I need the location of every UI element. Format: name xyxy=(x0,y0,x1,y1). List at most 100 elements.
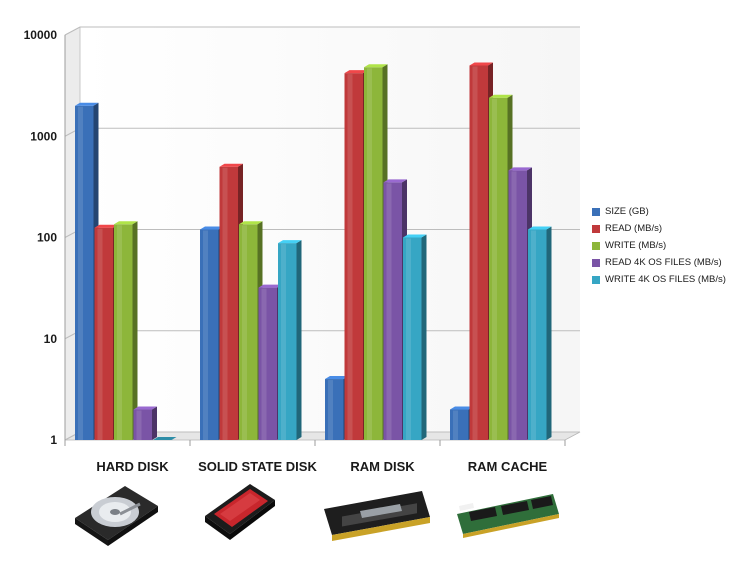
legend-label: SIZE (GB) xyxy=(605,206,649,217)
legend-item: READ (MB/s) xyxy=(592,220,726,237)
bar-top xyxy=(469,62,493,66)
bar-top xyxy=(258,284,282,288)
bar-highlight xyxy=(261,288,267,440)
category-labels: HARD DISK SOLID STATE DISK RAM DISK RAM CAC… xyxy=(64,440,566,474)
legend-swatch xyxy=(592,224,600,233)
bar xyxy=(114,221,138,440)
bars xyxy=(75,62,552,441)
legend-label: READ 4K OS FILES (MB/s) xyxy=(605,257,722,268)
bar-top xyxy=(75,102,99,106)
bar-front xyxy=(278,243,297,440)
bar-top xyxy=(114,221,138,225)
bar-side xyxy=(296,240,302,440)
bar-highlight xyxy=(281,244,286,440)
bar-side xyxy=(546,226,552,440)
bar-top xyxy=(528,226,552,230)
x-tick-label: SOLID STATE DISK xyxy=(198,459,317,474)
bar-front xyxy=(75,105,94,440)
bar-top xyxy=(133,406,157,410)
bar-front xyxy=(94,227,113,440)
gridline xyxy=(64,26,580,36)
ram-module-photo xyxy=(457,494,559,538)
y-tick-label: 10 xyxy=(44,332,58,346)
legend-label: WRITE (MB/s) xyxy=(605,240,667,251)
bar-front xyxy=(258,287,277,440)
bar xyxy=(528,226,552,440)
bar-highlight xyxy=(97,228,103,440)
bar-top xyxy=(200,226,224,230)
bar-front xyxy=(364,67,383,440)
legend: SIZE (GB) READ (MB/s) WRITE (MB/s) READ 4K … xyxy=(592,203,726,288)
bar-front xyxy=(325,379,344,440)
bar-highlight xyxy=(367,68,372,440)
bar-front xyxy=(239,224,258,440)
bar-front xyxy=(114,224,133,440)
y-tick-label: 1 xyxy=(50,433,57,447)
bar xyxy=(133,406,157,440)
ram-module-heatsink-photo xyxy=(324,491,430,541)
x-tick-label: RAM CACHE xyxy=(468,459,548,474)
bar-highlight xyxy=(511,171,517,441)
bar-top xyxy=(403,234,427,238)
bar-front xyxy=(528,229,547,440)
x-tick-label: RAM DISK xyxy=(350,459,415,474)
bar xyxy=(278,240,302,440)
bar-highlight xyxy=(136,410,142,440)
bar-highlight xyxy=(347,74,353,441)
bar-flat xyxy=(153,437,177,440)
bar-top xyxy=(325,376,349,380)
legend-label: READ (MB/s) xyxy=(605,223,662,234)
bar-front xyxy=(219,166,238,440)
y-tick-label: 100 xyxy=(37,231,57,245)
bar-top xyxy=(219,163,243,167)
bar-top xyxy=(383,179,407,183)
bar-side xyxy=(152,406,157,440)
y-axis: 10000 1000 100 10 1 xyxy=(24,28,66,447)
bar-highlight xyxy=(203,230,208,440)
bar-front xyxy=(489,97,508,441)
bar-front xyxy=(383,182,402,440)
bar-front xyxy=(469,65,488,441)
hard-disk-drive-photo xyxy=(75,486,158,546)
legend-swatch xyxy=(592,258,600,267)
ssd-photo xyxy=(205,484,275,540)
bar-highlight xyxy=(472,66,478,441)
bar-top xyxy=(239,221,263,225)
bar-side xyxy=(421,234,427,440)
bar-top xyxy=(450,406,474,410)
x-tick-label: HARD DISK xyxy=(96,459,169,474)
bar-top xyxy=(344,70,368,74)
bar-highlight xyxy=(406,238,411,440)
bar-front xyxy=(344,73,363,441)
bar-top xyxy=(508,167,532,171)
legend-label: WRITE 4K OS FILES (MB/s) xyxy=(605,274,726,285)
bar-top xyxy=(489,94,513,98)
bar xyxy=(403,234,427,440)
bar-front xyxy=(133,409,152,440)
bar-front xyxy=(508,170,527,441)
legend-item: WRITE (MB/s) xyxy=(592,237,726,254)
legend-swatch xyxy=(592,207,600,216)
bar-top xyxy=(364,64,388,68)
legend-item: SIZE (GB) xyxy=(592,203,726,220)
bar-highlight xyxy=(242,225,247,440)
legend-item: WRITE 4K OS FILES (MB/s) xyxy=(592,271,726,288)
bar-front xyxy=(450,409,469,440)
bar-top xyxy=(94,224,118,228)
bar-highlight xyxy=(531,230,536,440)
bar-highlight xyxy=(453,410,458,440)
y-tick-label: 1000 xyxy=(30,129,57,143)
bar xyxy=(153,437,177,440)
y-tick-label: 10000 xyxy=(24,28,58,42)
bar-highlight xyxy=(117,225,122,440)
bar-top xyxy=(278,240,302,244)
bar-side xyxy=(132,221,138,440)
bar-highlight xyxy=(78,106,83,440)
bar-highlight xyxy=(492,98,497,441)
bar-highlight xyxy=(386,183,392,440)
bar-highlight xyxy=(328,380,333,440)
bar-front xyxy=(403,237,422,440)
bar-front xyxy=(200,229,219,440)
legend-swatch xyxy=(592,275,600,284)
